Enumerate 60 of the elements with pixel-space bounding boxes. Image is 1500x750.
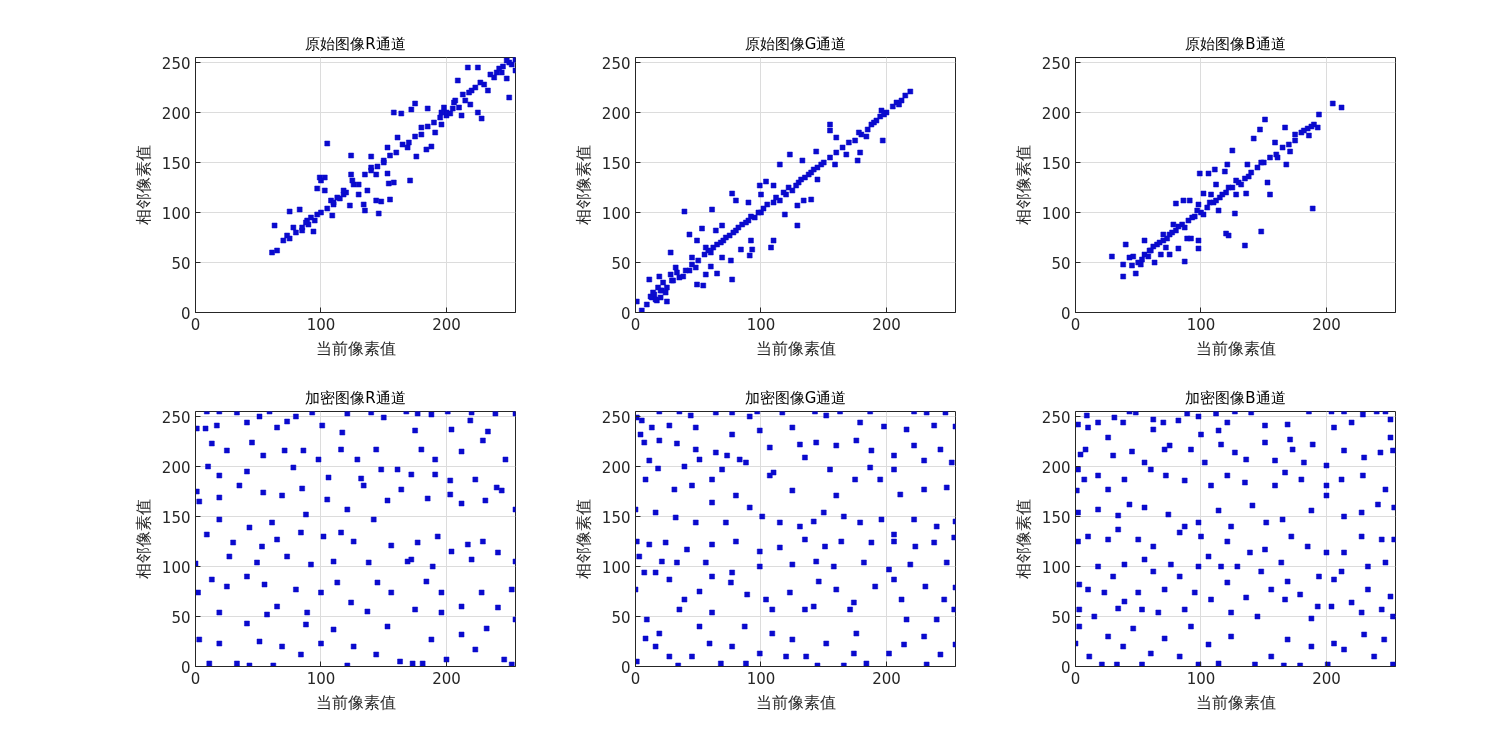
y-axis-title: 相邻像素值 <box>133 499 153 579</box>
chart-title: 加密图像B通道 <box>1185 388 1286 407</box>
y-tick-label: 150 <box>1041 508 1071 527</box>
y-tick-label: 150 <box>601 508 631 527</box>
x-tick-label: 200 <box>872 669 901 688</box>
y-tick-label: 100 <box>161 558 191 577</box>
y-tick-label: 250 <box>601 54 631 73</box>
x-tick-label: 200 <box>432 315 461 334</box>
x-axis-title: 当前像素值 <box>315 338 396 358</box>
x-tick-label: 200 <box>1312 315 1341 334</box>
y-tick-label: 150 <box>1041 154 1071 173</box>
y-tick-label: 50 <box>171 608 191 627</box>
x-tick-label: 100 <box>306 315 336 334</box>
y-tick-label: 100 <box>1041 204 1071 223</box>
y-axis-title: 相邻像素值 <box>1013 145 1033 225</box>
chart-title: 加密图像R通道 <box>305 388 406 407</box>
x-axis-title: 当前像素值 <box>755 692 836 712</box>
x-tick-label: 100 <box>306 669 336 688</box>
x-tick-label: 100 <box>746 669 776 688</box>
x-tick-label: 100 <box>746 315 776 334</box>
chart-title: 原始图像G通道 <box>744 34 847 53</box>
x-tick-label: 100 <box>1186 669 1216 688</box>
y-tick-label: 50 <box>171 254 191 273</box>
y-tick-label: 50 <box>611 608 631 627</box>
y-tick-label: 100 <box>161 204 191 223</box>
x-axis-title: 当前像素值 <box>1195 338 1276 358</box>
y-tick-label: 100 <box>1041 558 1071 577</box>
y-tick-label: 50 <box>611 254 631 273</box>
y-axis-title: 相邻像素值 <box>133 145 153 225</box>
y-tick-label: 200 <box>1041 104 1071 123</box>
x-tick-label: 200 <box>872 315 901 334</box>
y-tick-label: 250 <box>1041 54 1071 73</box>
y-tick-label: 200 <box>601 104 631 123</box>
y-tick-label: 200 <box>161 104 191 123</box>
chart-title: 原始图像R通道 <box>305 34 406 53</box>
y-tick-label: 200 <box>161 458 191 477</box>
y-tick-label: 100 <box>601 204 631 223</box>
y-tick-label: 250 <box>601 408 631 427</box>
chart-title: 加密图像G通道 <box>744 388 847 407</box>
x-axis-title: 当前像素值 <box>755 338 836 358</box>
x-axis-title: 当前像素值 <box>315 692 396 712</box>
y-tick-label: 250 <box>161 408 191 427</box>
x-axis-title: 当前像素值 <box>1195 692 1276 712</box>
y-axis-title: 相邻像素值 <box>1013 499 1033 579</box>
y-tick-label: 150 <box>601 154 631 173</box>
chart-title: 原始图像B通道 <box>1185 34 1286 53</box>
y-axis-title: 相邻像素值 <box>573 499 593 579</box>
y-tick-label: 50 <box>1051 254 1071 273</box>
y-axis-title: 相邻像素值 <box>573 145 593 225</box>
y-tick-label: 200 <box>601 458 631 477</box>
y-tick-label: 200 <box>1041 458 1071 477</box>
x-tick-label: 200 <box>432 669 461 688</box>
x-tick-label: 100 <box>1186 315 1216 334</box>
y-tick-label: 150 <box>161 508 191 527</box>
y-tick-label: 250 <box>161 54 191 73</box>
y-tick-label: 250 <box>1041 408 1071 427</box>
y-tick-label: 150 <box>161 154 191 173</box>
x-tick-label: 200 <box>1312 669 1341 688</box>
y-tick-label: 100 <box>601 558 631 577</box>
y-tick-label: 50 <box>1051 608 1071 627</box>
